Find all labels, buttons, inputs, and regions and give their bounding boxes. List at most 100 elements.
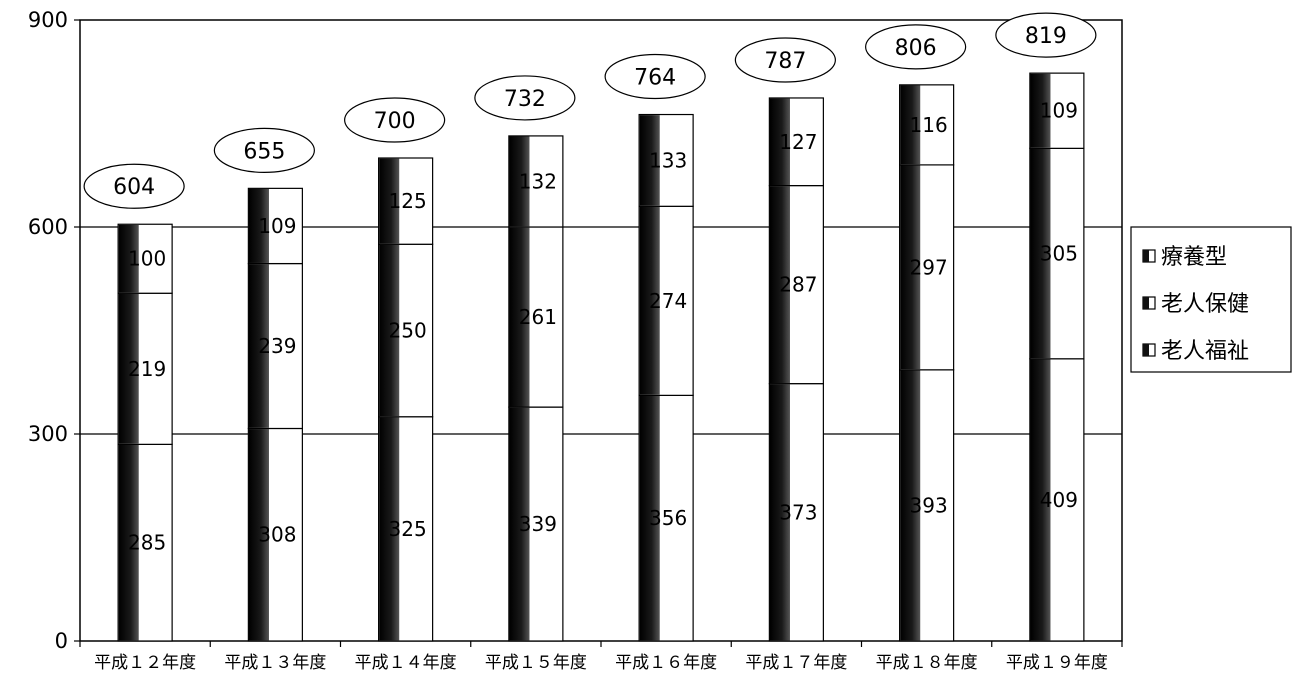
bar-segment-label: 305 xyxy=(1040,242,1078,266)
bar-segment-shade xyxy=(248,264,269,428)
bar-group: 308 239 109 xyxy=(247,187,303,642)
total-label: 732 xyxy=(504,87,546,112)
bar-group: 285 219 100 xyxy=(117,223,173,642)
bar-segment-shade xyxy=(379,158,400,244)
bar-segment-shade xyxy=(509,136,530,227)
total-labels: 604 655 700 732 764 787 806 819 xyxy=(83,12,1097,209)
bar-segment-label: 261 xyxy=(519,305,557,329)
bar-segment-label: 393 xyxy=(910,493,948,517)
total-label: 655 xyxy=(243,139,285,164)
bar-group: 409 305 109 xyxy=(1029,72,1085,642)
total-ellipse xyxy=(83,163,185,209)
total-label: 819 xyxy=(1025,24,1067,49)
x-axis-category-labels: 平成１２年度 平成１３年度 平成１４年度 平成１５年度 平成１６年度 平成１７年度 平成１８… xyxy=(94,653,1108,673)
bar-segment-shade xyxy=(769,98,790,185)
bar-group: 325 250 125 xyxy=(378,157,434,642)
bar-segment-label: 109 xyxy=(258,214,296,238)
total-callout: 764 xyxy=(604,53,706,100)
legend-swatch-shade xyxy=(1143,250,1149,262)
bar-segment-shade xyxy=(379,417,400,641)
bar-segment-label: 308 xyxy=(258,523,296,547)
bar-segment-label: 250 xyxy=(389,319,427,343)
bar-segment-label: 100 xyxy=(128,247,166,271)
bar-segment-label: 409 xyxy=(1040,488,1078,512)
x-category-label: 平成１３年度 xyxy=(224,653,326,673)
total-ellipse xyxy=(474,75,576,121)
bar-segment-label: 373 xyxy=(779,500,817,524)
total-label: 764 xyxy=(634,66,676,91)
bar-group: 393 297 116 xyxy=(899,84,955,642)
bar-segment-label: 285 xyxy=(128,531,166,555)
x-category-label: 平成１６年度 xyxy=(615,653,717,673)
y-tick-label: 300 xyxy=(28,422,68,446)
y-axis-tick-labels: 0 300 600 900 xyxy=(28,8,68,653)
x-category-label: 平成１８年度 xyxy=(876,653,978,673)
total-ellipse xyxy=(995,12,1097,58)
legend-label: 療養型 xyxy=(1161,245,1227,270)
x-category-label: 平成１９年度 xyxy=(1006,653,1108,673)
legend-label: 老人福祉 xyxy=(1161,339,1249,364)
bar-segment-label: 132 xyxy=(519,169,557,193)
total-callout: 819 xyxy=(995,12,1097,58)
total-label: 604 xyxy=(113,175,155,200)
bar-segment-shade xyxy=(118,224,139,293)
bar-group: 339 261 132 xyxy=(508,135,564,642)
total-label: 806 xyxy=(895,36,937,61)
y-tick-label: 600 xyxy=(28,215,68,239)
total-ellipse xyxy=(604,53,706,100)
legend-swatch-shade xyxy=(1143,297,1149,309)
bars: 285 219 100 308 239 109 325 250 125 339 261 132 356 2… xyxy=(117,72,1085,642)
bar-group: 373 287 127 xyxy=(768,97,824,642)
bar-segment-label: 133 xyxy=(649,148,687,172)
bar-segment-shade xyxy=(769,384,790,641)
legend-item: 療養型 xyxy=(1142,245,1227,270)
bar-segment-shade xyxy=(1030,148,1051,359)
total-callout: 604 xyxy=(83,163,185,209)
total-ellipse xyxy=(734,37,836,83)
bar-segment-label: 325 xyxy=(389,517,427,541)
total-label: 787 xyxy=(764,49,806,74)
bar-segment-label: 219 xyxy=(128,357,166,381)
legend-label: 老人保健 xyxy=(1161,292,1249,317)
y-tick-label: 0 xyxy=(55,629,68,653)
plot-area-border xyxy=(79,19,1123,642)
bar-segment-label: 125 xyxy=(389,189,427,213)
bar-segment-shade xyxy=(639,395,660,641)
bar-segment-label: 356 xyxy=(649,506,687,530)
bar-segment-label: 287 xyxy=(779,273,817,297)
bar-segment-shade xyxy=(118,293,139,444)
total-callout: 806 xyxy=(865,24,967,70)
bar-segment-shade xyxy=(509,227,530,407)
bar-segment-shade xyxy=(639,115,660,206)
x-category-label: 平成１２年度 xyxy=(94,653,196,673)
total-ellipse xyxy=(344,97,446,143)
bar-segment-shade xyxy=(248,429,269,641)
x-category-label: 平成１５年度 xyxy=(485,653,587,673)
bar-segment-shade xyxy=(509,407,530,641)
bar-segment-shade xyxy=(1030,359,1051,641)
bar-segment-shade xyxy=(118,444,139,641)
bar-segment-shade xyxy=(639,206,660,395)
bar-segment-shade xyxy=(900,165,921,370)
bar-segment-label: 339 xyxy=(519,512,557,536)
total-callout: 700 xyxy=(344,97,446,143)
bar-segment-label: 109 xyxy=(1040,99,1078,123)
bar-segment-label: 127 xyxy=(779,130,817,154)
bar-segment-label: 297 xyxy=(910,255,948,279)
bar-segment-label: 239 xyxy=(258,334,296,358)
x-category-label: 平成１４年度 xyxy=(355,653,457,673)
total-callout: 732 xyxy=(474,75,576,121)
bar-segment-shade xyxy=(1030,73,1051,148)
total-callout: 655 xyxy=(213,127,315,173)
total-callout: 787 xyxy=(734,37,836,83)
total-label: 700 xyxy=(374,109,416,134)
bar-segment-label: 274 xyxy=(649,289,687,313)
total-ellipse xyxy=(865,24,967,70)
legend-swatch-shade xyxy=(1143,344,1149,356)
gridlines xyxy=(74,19,1123,647)
x-category-label: 平成１７年度 xyxy=(745,653,847,673)
bar-segment-shade xyxy=(769,186,790,384)
bar-segment-shade xyxy=(248,188,269,263)
legend-box xyxy=(1130,226,1292,373)
